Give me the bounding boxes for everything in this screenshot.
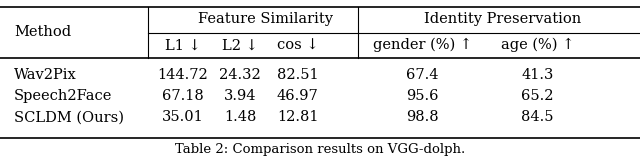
Text: SCLDM (Ours): SCLDM (Ours)	[14, 110, 124, 124]
Text: 95.6: 95.6	[406, 89, 438, 103]
Text: L1 ↓: L1 ↓	[164, 38, 200, 52]
Text: 67.18: 67.18	[161, 89, 204, 103]
Text: 67.4: 67.4	[406, 68, 438, 82]
Text: Table 2: Comparison results on VGG-dolph.: Table 2: Comparison results on VGG-dolph…	[175, 143, 465, 156]
Text: 46.97: 46.97	[276, 89, 319, 103]
Text: 1.48: 1.48	[224, 110, 256, 124]
Text: L2 ↓: L2 ↓	[222, 38, 258, 52]
Text: 35.01: 35.01	[161, 110, 204, 124]
Text: 65.2: 65.2	[522, 89, 554, 103]
Text: Speech2Face: Speech2Face	[14, 89, 113, 103]
Text: 12.81: 12.81	[277, 110, 318, 124]
Text: 3.94: 3.94	[224, 89, 256, 103]
Text: Feature Similarity: Feature Similarity	[198, 12, 333, 27]
Text: 98.8: 98.8	[406, 110, 438, 124]
Text: 82.51: 82.51	[276, 68, 319, 82]
Text: 41.3: 41.3	[522, 68, 554, 82]
Text: gender (%) ↑: gender (%) ↑	[373, 38, 472, 52]
Text: 84.5: 84.5	[522, 110, 554, 124]
Text: Identity Preservation: Identity Preservation	[424, 12, 581, 27]
Text: age (%) ↑: age (%) ↑	[501, 38, 574, 52]
Text: cos ↓: cos ↓	[276, 38, 319, 52]
Text: Wav2Pix: Wav2Pix	[14, 68, 77, 82]
Text: Method: Method	[14, 25, 71, 39]
Text: 24.32: 24.32	[219, 68, 261, 82]
Text: 144.72: 144.72	[157, 68, 208, 82]
